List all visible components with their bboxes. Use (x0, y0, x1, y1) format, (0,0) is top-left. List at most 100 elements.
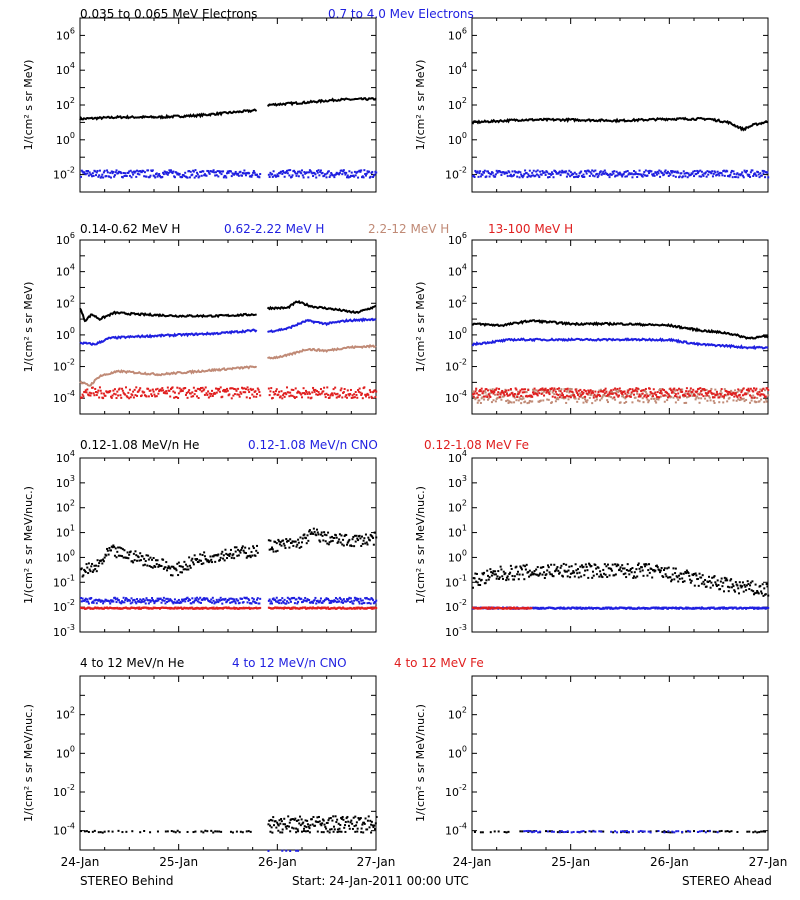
data-point (136, 598, 139, 601)
data-point (321, 171, 324, 174)
data-point (205, 558, 208, 561)
data-point (521, 176, 524, 179)
data-point (749, 581, 752, 584)
data-point (479, 389, 482, 392)
data-point (333, 392, 336, 395)
data-point (281, 397, 284, 400)
data-point (221, 395, 224, 398)
data-point (710, 387, 713, 390)
data-point (623, 390, 626, 393)
data-point (327, 531, 330, 534)
data-point (576, 830, 579, 833)
data-point (693, 175, 696, 178)
data-point (590, 393, 593, 396)
data-point (706, 170, 709, 173)
data-point (605, 565, 608, 568)
data-point (715, 390, 718, 393)
data-point (302, 387, 305, 390)
data-point (140, 171, 143, 174)
data-point (633, 389, 636, 392)
data-point (153, 602, 156, 605)
data-point (676, 389, 679, 392)
data-point (307, 825, 310, 828)
data-point (633, 575, 636, 578)
data-point (697, 584, 700, 587)
data-point (620, 830, 622, 833)
data-point (663, 831, 666, 834)
data-point (173, 598, 176, 601)
data-point (499, 171, 502, 174)
data-point (371, 598, 374, 601)
data-point (711, 392, 714, 395)
data-point (107, 830, 110, 833)
data-point (256, 551, 259, 554)
data-point (370, 820, 373, 823)
data-point (494, 570, 497, 573)
data-point (289, 598, 292, 601)
data-point (539, 830, 542, 833)
data-point (92, 601, 95, 604)
data-point (584, 390, 587, 393)
data-point (332, 815, 335, 818)
data-point (289, 391, 292, 394)
data-point (713, 401, 716, 404)
data-point (177, 601, 180, 604)
data-point (545, 830, 548, 833)
data-point (764, 830, 767, 833)
data-point (277, 829, 280, 832)
data-point (704, 389, 707, 392)
data-point (628, 606, 631, 609)
data-point (753, 396, 756, 399)
data-point (725, 577, 728, 580)
data-point (572, 830, 575, 833)
data-point (143, 175, 146, 178)
data-point (667, 393, 670, 396)
data-point (305, 826, 308, 829)
data-point (558, 572, 561, 575)
data-point (593, 175, 596, 178)
data-point (178, 831, 181, 834)
data-point (141, 555, 144, 558)
data-point (196, 395, 199, 398)
data-point (676, 170, 679, 173)
data-point (345, 600, 348, 603)
data-point (582, 830, 585, 833)
data-point (534, 573, 537, 576)
data-point (191, 391, 194, 394)
data-point (358, 534, 361, 537)
data-point (252, 169, 255, 172)
data-point (625, 831, 628, 834)
data-point (663, 567, 666, 570)
data-point (319, 597, 322, 600)
data-point (121, 601, 124, 604)
data-point (631, 176, 634, 179)
data-point (282, 394, 285, 397)
data-point (302, 830, 305, 833)
data-point (506, 575, 509, 578)
data-point (616, 394, 619, 397)
data-point (153, 393, 156, 396)
data-point (615, 390, 618, 393)
data-point (734, 581, 737, 584)
data-point (369, 175, 372, 178)
data-point (123, 549, 126, 552)
data-point (551, 395, 554, 398)
data-point (281, 172, 284, 175)
data-point (732, 585, 735, 588)
data-point (707, 580, 710, 583)
data-point (200, 390, 203, 393)
data-point (360, 827, 363, 830)
data-point (726, 390, 729, 393)
data-point (509, 393, 512, 396)
data-point (282, 600, 285, 603)
data-point (747, 387, 750, 390)
data-point (323, 531, 326, 534)
data-point (603, 392, 606, 395)
data-point (627, 831, 630, 834)
data-point (577, 576, 580, 579)
data-point (267, 849, 270, 852)
data-point (755, 401, 758, 404)
series-1 (472, 169, 770, 179)
data-point (741, 581, 744, 584)
data-point (144, 560, 147, 563)
